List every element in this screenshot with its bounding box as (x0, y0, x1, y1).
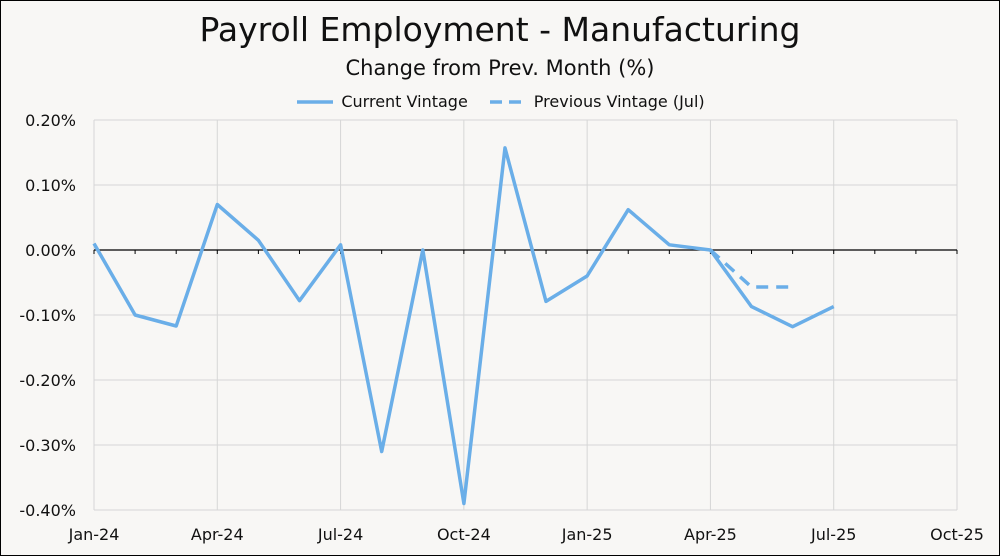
x-tick-label: Oct-24 (437, 525, 491, 544)
axis-layer (93, 249, 958, 254)
label-layer: 0.20% 0.10% 0.00% -0.10% -0.20% -0.30% -0.40% J… (19, 111, 984, 544)
x-tick-label: Jan-25 (561, 525, 613, 544)
series-layer (92, 146, 835, 506)
y-tick-label: -0.20% (19, 371, 76, 390)
series-line-previous-vintage (709, 248, 793, 289)
y-tick-label: -0.40% (19, 501, 76, 520)
legend-swatch-solid (297, 99, 334, 104)
y-tick-label: 0.20% (25, 111, 76, 130)
legend-label-current: Current Vintage (341, 92, 468, 111)
legend-item-current: Current Vintage (295, 92, 468, 111)
y-tick-label: 0.10% (25, 176, 76, 195)
x-tick-label: Jan-24 (68, 525, 120, 544)
x-tick-label: Apr-24 (191, 525, 244, 544)
chart-subtitle: Change from Prev. Month (%) (345, 56, 655, 80)
legend-item-previous: Previous Vintage (Jul) (488, 92, 705, 111)
y-tick-label: 0.00% (25, 241, 76, 260)
x-tick-label: Jul-25 (810, 525, 856, 544)
legend: Current Vintage Previous Vintage (Jul) (0, 92, 1000, 111)
x-tick-label: Oct-25 (930, 525, 984, 544)
legend-swatch-dashed (489, 99, 526, 104)
x-tick-label: Jul-24 (317, 525, 363, 544)
grid-layer (93, 119, 958, 511)
y-tick-label: -0.30% (19, 436, 76, 455)
x-tick-label: Apr-25 (684, 525, 737, 544)
chart-title: Payroll Employment - Manufacturing (199, 10, 801, 49)
y-tick-label: -0.10% (19, 306, 76, 325)
legend-label-previous: Previous Vintage (Jul) (533, 92, 705, 111)
